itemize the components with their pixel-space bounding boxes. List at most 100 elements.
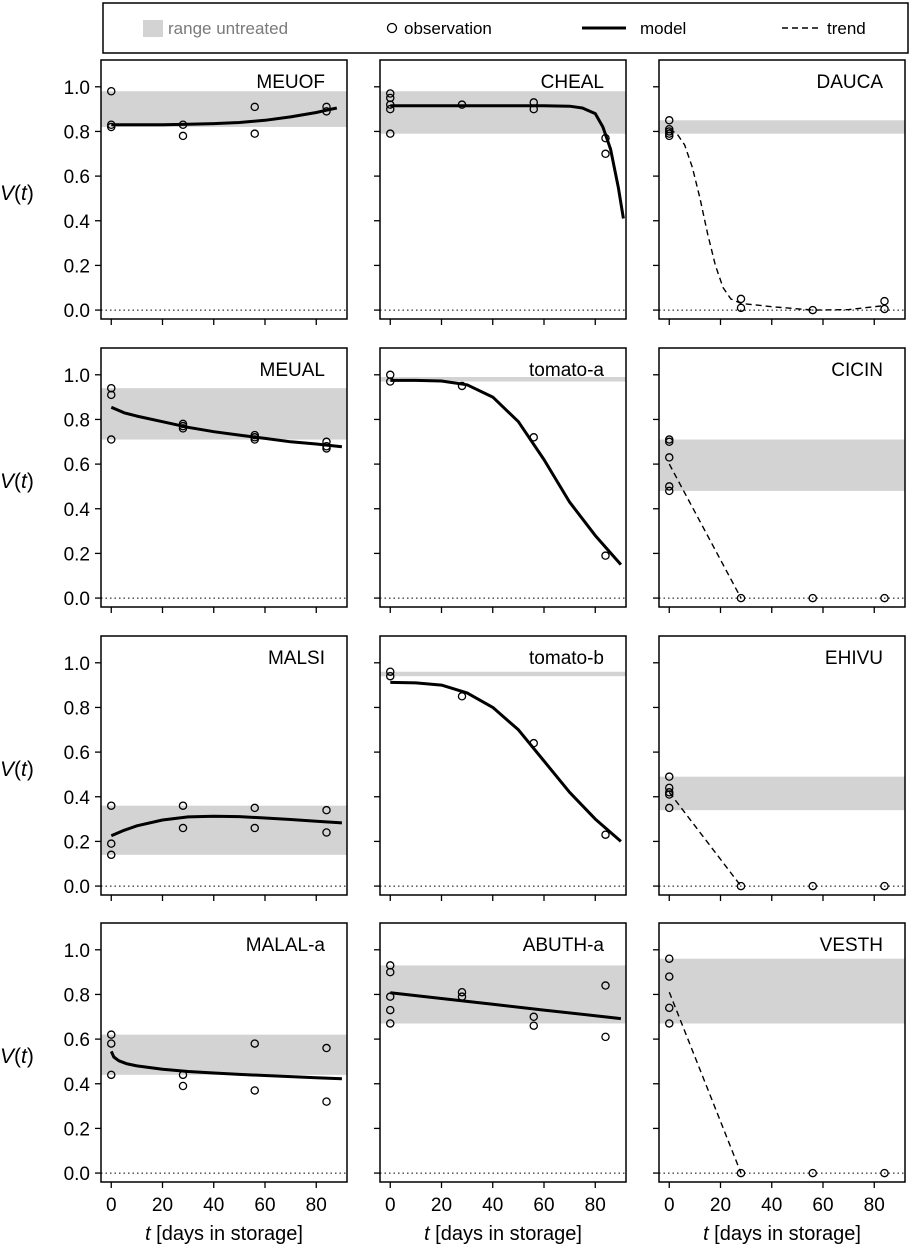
panel-title: VESTH xyxy=(820,935,883,956)
observation-point xyxy=(178,1081,188,1091)
observation-point xyxy=(601,981,610,990)
y-axis-title-open: ( xyxy=(14,1045,21,1068)
legend-range-swatch xyxy=(143,20,163,37)
observation-point xyxy=(107,1070,116,1080)
observation-point xyxy=(250,435,259,444)
observation-point xyxy=(736,881,746,891)
observation-point xyxy=(178,801,188,810)
range-untreated-band xyxy=(659,439,905,491)
y-tick-label: 0.4 xyxy=(64,1075,91,1096)
panel-meual: MEUAL 0.0 0.2 0.4 0.6 0.8 1.0 V(t) xyxy=(0,347,348,613)
panel-dauca: DAUCA xyxy=(653,59,906,325)
observation-point xyxy=(808,881,818,891)
x-tick-label: 20 xyxy=(431,1195,452,1216)
observation-point xyxy=(665,1019,674,1028)
y-tick-label: 0.8 xyxy=(64,410,90,431)
observation-point xyxy=(808,1168,818,1178)
model-line xyxy=(111,106,338,127)
panel-title: DAUCA xyxy=(816,72,883,93)
observation-point xyxy=(665,790,674,799)
x-tick-label: 40 xyxy=(203,1195,224,1216)
range-untreated-band xyxy=(101,388,347,440)
y-axis-title: V(t) xyxy=(0,758,34,781)
model-line xyxy=(390,680,622,843)
observation-point xyxy=(107,390,116,400)
x-tick-label: 40 xyxy=(761,1195,782,1216)
y-tick-label: 0.2 xyxy=(64,544,90,565)
range-untreated-band xyxy=(101,805,347,855)
panel-title: tomato-b xyxy=(529,648,604,669)
x-axis-title-var: t xyxy=(424,1223,431,1245)
x-axis-title: t [days in storage] xyxy=(424,1223,582,1245)
y-axis-title: V(t) xyxy=(0,182,34,205)
model-line xyxy=(110,814,342,838)
x-tick-label: 60 xyxy=(254,1195,275,1216)
panel-frame xyxy=(100,59,348,320)
observation-point xyxy=(107,435,116,444)
y-tick-label: 0.2 xyxy=(64,832,90,853)
observation-point xyxy=(250,1086,259,1095)
y-tick-label: 0.6 xyxy=(64,1030,90,1051)
observation-point xyxy=(385,377,395,386)
observation-point xyxy=(250,803,259,813)
observation-point xyxy=(880,881,889,891)
observation-point xyxy=(178,131,188,141)
observation-point xyxy=(107,850,116,860)
observation-point xyxy=(457,381,467,391)
legend-observation-label: observation xyxy=(404,19,492,38)
observation-point xyxy=(385,671,395,681)
observation-point xyxy=(178,424,188,433)
y-axis-title-v: V xyxy=(0,470,16,493)
panel-frame xyxy=(379,347,627,608)
x-axis-title-rest: [days in storage] xyxy=(151,1223,303,1245)
y-tick-label: 0.6 xyxy=(64,455,90,476)
observation-point xyxy=(385,129,395,138)
panel-frame xyxy=(379,635,627,896)
x-tick-label: 60 xyxy=(533,1195,554,1216)
observation-point xyxy=(178,120,188,130)
legend-trend-label: trend xyxy=(827,19,866,38)
observation-point xyxy=(601,830,610,839)
x-axis-title-var: t xyxy=(145,1223,152,1245)
observation-point xyxy=(665,131,674,141)
y-axis-title-close: ) xyxy=(27,1045,34,1068)
panel-title: tomato-a xyxy=(529,360,604,381)
observation-point xyxy=(385,1005,395,1015)
panel-meuof: MEUOF 0.0 0.2 0.4 0.6 0.8 1.0 V(t) xyxy=(0,59,348,325)
observation-point xyxy=(385,89,395,98)
observation-point xyxy=(736,303,746,313)
panel-ehivu: EHIVU xyxy=(653,635,906,901)
panel-frame xyxy=(100,922,348,1183)
observation-point xyxy=(529,738,539,748)
panel-frame xyxy=(658,59,906,320)
y-axis-title-open: ( xyxy=(14,182,21,205)
x-tick-label: 20 xyxy=(152,1195,173,1216)
legend: range untreated observation model trend xyxy=(102,2,909,54)
panel-frame xyxy=(100,347,348,608)
observation-point xyxy=(808,305,818,315)
y-axis-title-close: ) xyxy=(27,182,34,205)
observation-point xyxy=(808,593,818,603)
observation-point xyxy=(880,304,889,314)
observation-point xyxy=(457,692,467,701)
x-axis-title: t [days in storage] xyxy=(145,1223,303,1245)
observation-point xyxy=(665,482,674,491)
y-tick-label: 0.0 xyxy=(64,589,90,610)
observation-point xyxy=(250,102,259,112)
range-untreated-band xyxy=(659,120,905,134)
range-untreated-band xyxy=(659,958,905,1024)
y-tick-label: 0.6 xyxy=(64,743,90,764)
y-tick-label: 0.0 xyxy=(64,877,90,898)
y-tick-label: 0.0 xyxy=(64,301,90,322)
observation-point xyxy=(736,1168,746,1178)
x-tick-label: 40 xyxy=(482,1195,503,1216)
y-axis-title-close: ) xyxy=(27,470,34,493)
panel-malal-a: MALAL-a0.00.20.40.60.81.00 20 40 60 80V(t)t … xyxy=(0,922,348,1245)
observation-point xyxy=(665,116,674,125)
x-tick-label: 0 xyxy=(664,1195,675,1216)
observation-point xyxy=(601,133,610,143)
range-untreated-band xyxy=(380,91,626,134)
observation-point xyxy=(107,801,116,810)
x-tick-label: 60 xyxy=(812,1195,833,1216)
